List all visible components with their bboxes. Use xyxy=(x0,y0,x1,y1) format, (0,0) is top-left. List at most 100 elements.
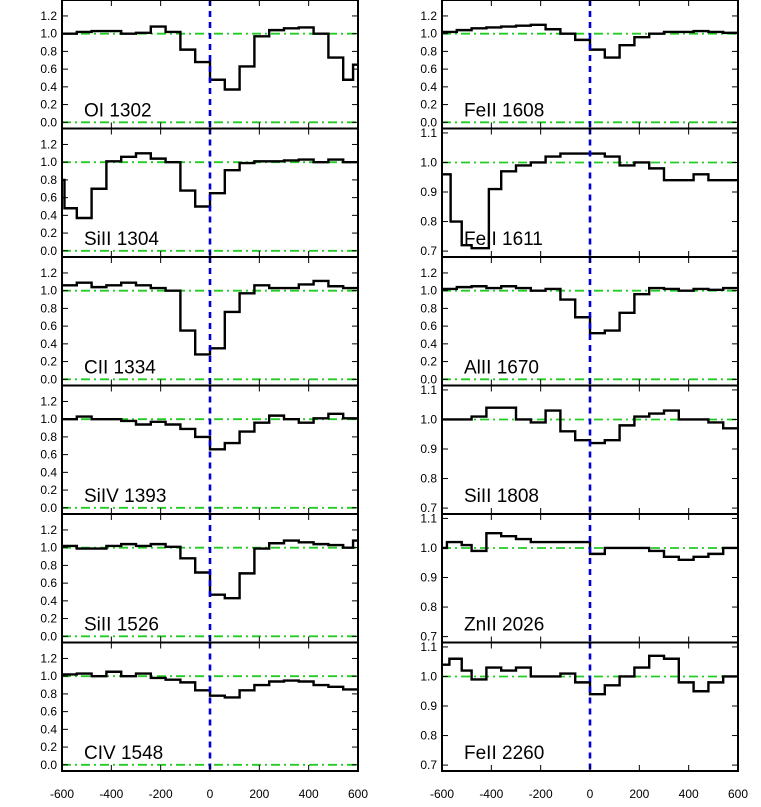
y-tick-label: 0.4 xyxy=(40,594,57,608)
ion-label: FeII 1608 xyxy=(464,101,544,122)
y-tick-label: 0.4 xyxy=(40,465,57,479)
panel-cii-1334: 0.0 0.2 0.4 0.6 0.8 1.0 1.2 CII 1334 xyxy=(40,256,359,387)
y-tick-label: 0.7 xyxy=(420,501,437,515)
x-tick-label: 0 xyxy=(207,787,214,801)
x-tick-label: -400 xyxy=(99,787,123,801)
y-tick-label: 0.9 xyxy=(420,699,437,713)
y-tick-label: 0.2 xyxy=(40,98,57,112)
y-tick-label: 0.0 xyxy=(420,115,437,129)
y-tick-label: 0.0 xyxy=(420,372,437,386)
y-tick-label: 0.4 xyxy=(40,80,57,94)
x-tick-label: -200 xyxy=(149,787,173,801)
x-tick-label: -400 xyxy=(479,787,503,801)
y-tick-label: 0.8 xyxy=(40,173,57,187)
x-tick-label: -600 xyxy=(50,787,74,801)
y-tick-label: 0.9 xyxy=(420,571,437,585)
panel-znii-2026: 0.7 0.8 0.9 1.0 1.1 ZnII 2026 xyxy=(420,511,739,644)
y-tick-label: 0.0 xyxy=(40,501,57,515)
y-tick-label: 1.0 xyxy=(420,669,437,683)
spectrum-line xyxy=(442,532,738,561)
x-tick-label: 200 xyxy=(629,787,649,801)
y-tick-label: 0.8 xyxy=(40,430,57,444)
x-tick-label: -600 xyxy=(430,787,454,801)
panel-civ-1548: 0.0 0.2 0.4 0.6 0.8 1.0 1.2 CIV 1548 xyxy=(40,641,359,772)
spectrum-line xyxy=(442,152,738,250)
panel-siii-1304: 0.0 0.2 0.4 0.6 0.8 1.0 1.2 SiII 1304 xyxy=(40,127,359,258)
x-tick-label: 400 xyxy=(299,787,319,801)
y-tick-label: 0.8 xyxy=(420,301,437,315)
y-tick-label: 1.0 xyxy=(40,155,57,169)
y-tick-label: 0.7 xyxy=(420,758,437,772)
y-tick-label: 0.0 xyxy=(40,244,57,258)
ion-label: CIV 1548 xyxy=(84,743,163,764)
y-tick-label: 1.2 xyxy=(40,266,57,280)
y-tick-label: 0.8 xyxy=(40,44,57,58)
ion-label: OI 1302 xyxy=(84,101,152,122)
y-tick-label: 1.1 xyxy=(420,640,437,654)
y-tick-label: 1.0 xyxy=(40,412,57,426)
ion-label: CII 1334 xyxy=(84,358,156,379)
spectrum-line xyxy=(442,23,738,59)
y-tick-label: 1.0 xyxy=(40,27,57,41)
y-tick-label: 0.2 xyxy=(420,355,437,369)
ion-label: SiII 1526 xyxy=(84,615,159,636)
y-tick-label: 0.0 xyxy=(40,115,57,129)
y-tick-label: 0.0 xyxy=(40,629,57,643)
y-tick-label: 1.1 xyxy=(420,383,437,397)
y-tick-label: 0.2 xyxy=(420,98,437,112)
y-tick-label: 1.2 xyxy=(420,266,437,280)
panel-siii-1808: 0.7 0.8 0.9 1.0 1.1 SiII 1808 xyxy=(420,383,739,515)
y-tick-label: 0.4 xyxy=(420,337,437,351)
y-tick-label: 0.9 xyxy=(420,185,437,199)
y-tick-label: 1.2 xyxy=(40,137,57,151)
y-tick-label: 0.8 xyxy=(40,687,57,701)
spectrum-line xyxy=(62,412,358,451)
y-tick-label: 0.2 xyxy=(40,355,57,369)
spectrum-line xyxy=(62,539,358,600)
y-tick-label: 0.8 xyxy=(420,729,437,743)
y-tick-label: 1.2 xyxy=(420,9,437,23)
ion-label: FeII 2260 xyxy=(464,743,544,764)
ion-label: SiII 1808 xyxy=(464,486,539,507)
x-tick-label: 0 xyxy=(587,787,594,801)
y-tick-label: 1.0 xyxy=(420,541,437,555)
spectrum-line xyxy=(442,654,738,696)
y-tick-label: 0.8 xyxy=(40,301,57,315)
y-tick-label: 0.9 xyxy=(420,442,437,456)
x-tick-label: 200 xyxy=(249,787,269,801)
y-tick-label: 0.2 xyxy=(40,483,57,497)
y-tick-label: 0.6 xyxy=(40,705,57,719)
y-tick-label: 0.6 xyxy=(40,319,57,333)
y-tick-label: 1.1 xyxy=(420,511,437,525)
panel-siiv-1393: 0.0 0.2 0.4 0.6 0.8 1.0 1.2 SiIV 1393 xyxy=(40,384,359,515)
x-tick-label: 600 xyxy=(348,787,368,801)
y-tick-label: 0.0 xyxy=(40,758,57,772)
y-tick-label: 1.0 xyxy=(40,284,57,298)
y-tick-label: 0.8 xyxy=(40,558,57,572)
panel-feii-1611: 0.7 0.8 0.9 1.0 1.1 FeII 1611 xyxy=(420,126,739,258)
ion-label: FeII 1611 xyxy=(464,229,543,250)
y-tick-label: 0.4 xyxy=(40,208,57,222)
y-tick-label: 0.6 xyxy=(40,576,57,590)
y-tick-label: 0.8 xyxy=(420,600,437,614)
panel-feii-2260: 0.7 0.8 0.9 1.0 1.1 FeII 2260 xyxy=(420,640,739,772)
y-tick-label: 1.0 xyxy=(420,27,437,41)
y-tick-label: 0.6 xyxy=(420,62,437,76)
x-tick-label: -200 xyxy=(529,787,553,801)
y-tick-label: 0.2 xyxy=(40,226,57,240)
x-tick-label: 600 xyxy=(728,787,748,801)
y-tick-label: 0.6 xyxy=(420,319,437,333)
y-tick-label: 0.6 xyxy=(40,191,57,205)
y-tick-label: 1.0 xyxy=(420,155,437,169)
panel-siii-1526: 0.0 0.2 0.4 0.6 0.8 1.0 1.2 SiII 1526 xyxy=(40,513,359,644)
spectrum-line xyxy=(62,152,358,220)
y-tick-label: 0.8 xyxy=(420,215,437,229)
y-tick-label: 1.0 xyxy=(40,541,57,555)
ion-label: AlII 1670 xyxy=(464,358,539,379)
panel-oi-1302: 0.0 0.2 0.4 0.6 0.8 1.0 1.2 OI 1302 xyxy=(40,0,359,130)
panel-alii-1670: 0.0 0.2 0.4 0.6 0.8 1.0 1.2 AlII 1670 xyxy=(420,256,739,387)
y-tick-label: 0.7 xyxy=(420,630,437,644)
y-tick-label: 1.0 xyxy=(420,284,437,298)
y-tick-label: 0.6 xyxy=(40,62,57,76)
